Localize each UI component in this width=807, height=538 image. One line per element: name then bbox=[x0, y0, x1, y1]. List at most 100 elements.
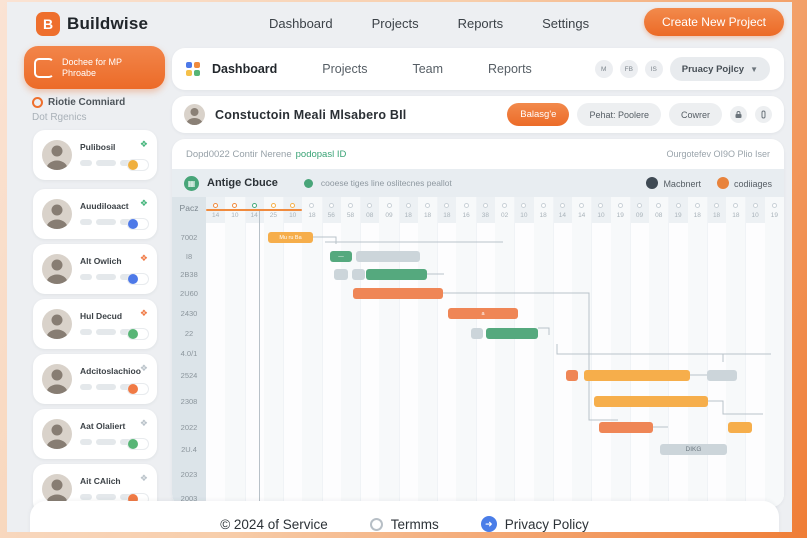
gantt-bar[interactable] bbox=[471, 328, 483, 339]
priority-icon[interactable]: ❖ bbox=[139, 363, 148, 373]
privacy-policy-dropdown[interactable]: Pruacy Pojlcy ▼ bbox=[669, 57, 770, 81]
subnav-tab-dashboard[interactable]: Dashboard bbox=[212, 62, 278, 76]
user-toggle[interactable] bbox=[127, 328, 149, 340]
timeline-marker-icon bbox=[405, 203, 411, 208]
row-label: 2430 bbox=[180, 309, 198, 318]
brand-logo-icon: B bbox=[36, 12, 60, 36]
top-nav-dashboard[interactable]: Dashboard bbox=[269, 16, 333, 31]
day-number: 18 bbox=[308, 212, 316, 219]
day-number: 19 bbox=[770, 212, 778, 219]
gantt-bar[interactable]: DIKG bbox=[660, 444, 727, 455]
timeline-marker-icon bbox=[367, 203, 373, 208]
gantt-bar[interactable] bbox=[599, 422, 653, 433]
gantt-bar[interactable] bbox=[366, 269, 427, 280]
timeline-marker-icon bbox=[213, 203, 219, 208]
grid-column bbox=[533, 197, 554, 507]
footer-terms-link[interactable]: Termms bbox=[369, 517, 439, 532]
avatar bbox=[42, 199, 72, 229]
user-card[interactable]: Hul Decud ❖ bbox=[33, 299, 157, 349]
user-card[interactable]: Adcitoslachioo ❖ bbox=[33, 354, 157, 404]
user-card[interactable]: Aat Olaliert ❖ bbox=[33, 409, 157, 459]
social-badge-is[interactable]: IS bbox=[644, 60, 663, 78]
privacy-icon: ➜ bbox=[480, 516, 497, 532]
day-number: 10 bbox=[751, 212, 759, 219]
project-avatar bbox=[184, 104, 205, 125]
gantt-bar[interactable] bbox=[334, 269, 348, 280]
subnav-badges: M FB IS bbox=[594, 60, 663, 78]
row-label: 2B38 bbox=[180, 270, 198, 279]
day-number: 09 bbox=[385, 212, 393, 219]
grid-column bbox=[456, 197, 477, 507]
tertiary-action-button[interactable]: Cowrer bbox=[668, 103, 722, 126]
day-number: 18 bbox=[404, 212, 412, 219]
terms-icon bbox=[369, 517, 383, 531]
gantt-info-row: Dopd0022 Contir Nerene podopasl ID Ourgo… bbox=[172, 139, 784, 169]
user-toggle[interactable] bbox=[127, 273, 149, 285]
create-new-project-button[interactable]: Create New Project bbox=[643, 8, 784, 36]
user-toggle[interactable] bbox=[127, 218, 149, 230]
secondary-action-button[interactable]: Pehat: Poolere bbox=[577, 103, 661, 126]
dependency-lines bbox=[313, 236, 771, 428]
gantt-bar[interactable] bbox=[353, 288, 443, 299]
day-number: 18 bbox=[539, 212, 547, 219]
gantt-bar[interactable] bbox=[728, 422, 752, 433]
legend-item[interactable]: Macbnert bbox=[646, 177, 701, 189]
subnav-tab-reports[interactable]: Reports bbox=[488, 62, 532, 76]
priority-icon[interactable]: ❖ bbox=[139, 139, 148, 149]
gantt-bar[interactable] bbox=[566, 370, 578, 381]
day-number: 19 bbox=[674, 212, 682, 219]
lock-button[interactable] bbox=[730, 106, 747, 123]
primary-action-button[interactable]: Balasg'e bbox=[507, 103, 570, 126]
priority-icon[interactable]: ❖ bbox=[139, 473, 148, 483]
avatar bbox=[42, 309, 72, 339]
day-number: 10 bbox=[231, 212, 239, 219]
priority-icon[interactable]: ❖ bbox=[139, 418, 148, 428]
gantt-bar[interactable]: — bbox=[330, 251, 352, 262]
subnav-tab-team[interactable]: Team bbox=[412, 62, 444, 76]
user-toggle[interactable] bbox=[127, 159, 149, 171]
gantt-bar[interactable]: a bbox=[448, 308, 518, 319]
gantt-bar[interactable] bbox=[352, 269, 365, 280]
timeline-marker-icon bbox=[463, 203, 469, 208]
day-number: 18 bbox=[712, 212, 721, 219]
gantt-toolbar: ▦ Antige Cbuce cooese tiges line oslitec… bbox=[172, 169, 784, 197]
user-card[interactable]: Auudiloaact ❖ bbox=[33, 189, 157, 239]
day-number: 19 bbox=[616, 212, 624, 219]
attachment-button[interactable] bbox=[755, 106, 772, 123]
gantt-info-left: Dopd0022 Contir Nerene bbox=[186, 148, 292, 160]
priority-icon[interactable]: ❖ bbox=[139, 308, 148, 318]
gantt-info-link[interactable]: podopasl ID bbox=[295, 148, 347, 160]
gantt-bar[interactable] bbox=[356, 251, 420, 262]
day-number: 09 bbox=[635, 212, 644, 219]
row-label: 2U.4 bbox=[181, 445, 197, 454]
subnav-tab-projects[interactable]: Projects bbox=[322, 62, 368, 76]
timeline-marker-icon bbox=[444, 203, 450, 208]
priority-icon[interactable]: ❖ bbox=[139, 198, 148, 208]
top-nav: Dashboard Projects Reports Settings bbox=[269, 16, 589, 31]
social-badge-m[interactable]: M bbox=[594, 60, 613, 78]
user-toggle[interactable] bbox=[127, 383, 149, 395]
social-badge-fb[interactable]: FB bbox=[619, 60, 638, 78]
day-number: 16 bbox=[462, 212, 470, 219]
day-number: 18 bbox=[423, 212, 432, 219]
user-toggle[interactable] bbox=[127, 438, 149, 450]
sidebar-primary-button[interactable]: Dochee for MP Phroabe bbox=[24, 46, 165, 89]
top-nav-projects[interactable]: Projects bbox=[371, 16, 419, 31]
status-dot-icon bbox=[303, 178, 313, 188]
user-card[interactable]: Alt Owlich ❖ bbox=[33, 244, 157, 294]
gantt-bar[interactable]: Mu ru Ba bbox=[268, 232, 313, 243]
row-label: 2308 bbox=[180, 397, 198, 406]
legend-item[interactable]: codiiages bbox=[716, 177, 772, 189]
timeline-marker-icon bbox=[733, 203, 739, 208]
user-name: Ait CAlich bbox=[80, 476, 121, 486]
footer-privacy-link[interactable]: ➜ Privacy Policy bbox=[480, 516, 589, 532]
gantt-bar[interactable] bbox=[486, 328, 538, 339]
top-nav-reports[interactable]: Reports bbox=[457, 16, 504, 31]
gantt-bar[interactable] bbox=[594, 396, 708, 407]
gantt-bar[interactable] bbox=[584, 370, 690, 381]
chart-mode-icon[interactable]: ▦ bbox=[184, 175, 199, 191]
gantt-bar[interactable] bbox=[707, 370, 737, 381]
user-card[interactable]: Pulibosil ❖ bbox=[33, 130, 157, 180]
top-nav-settings[interactable]: Settings bbox=[542, 16, 590, 31]
priority-icon[interactable]: ❖ bbox=[139, 253, 148, 263]
